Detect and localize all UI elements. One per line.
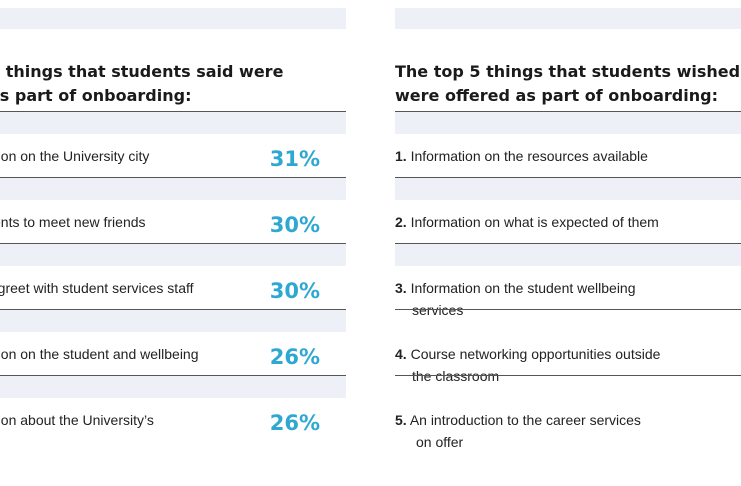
- right-item-text: 4. Course networking opportunities outsi…: [395, 343, 725, 387]
- item-number: 5.: [395, 412, 407, 428]
- item-line1: Information on the student wellbeing: [410, 280, 636, 296]
- item-line2: on offer: [416, 434, 464, 450]
- row-band: [0, 375, 346, 398]
- row-band: [395, 111, 741, 134]
- right-item-text: 5. An introduction to the career service…: [395, 409, 725, 453]
- item-line2: the classroom: [412, 368, 500, 384]
- right-heading: The top 5 things that students wished we…: [395, 60, 740, 108]
- left-item-5: ation about the University’s 26%: [0, 375, 346, 441]
- left-item-percent: 30%: [269, 213, 320, 237]
- row-band: [395, 243, 741, 266]
- right-panel: The top 5 things that students wished we…: [395, 0, 741, 486]
- row-band: [0, 177, 346, 200]
- left-heading: 5 things that students said were as part…: [0, 60, 283, 108]
- right-item-2: 2. Information on what is expected of th…: [395, 177, 741, 243]
- row-band: [0, 111, 346, 134]
- left-item-percent: 31%: [269, 147, 320, 171]
- left-item-text: ation on the student and wellbeing: [0, 346, 199, 362]
- right-item-3: 3. Information on the student wellbeing …: [395, 243, 741, 318]
- item-number: 1.: [395, 148, 407, 164]
- left-item-3: d greet with student services staff 30%: [0, 243, 346, 309]
- right-item-1: 1. Information on the resources availabl…: [395, 111, 741, 177]
- row-band: [0, 243, 346, 266]
- left-panel: 5 things that students said were as part…: [0, 0, 346, 486]
- row-separator: [395, 375, 741, 376]
- left-item-text: ation on the University city: [0, 148, 150, 164]
- right-item-text: 2. Information on what is expected of th…: [395, 211, 725, 233]
- left-item-text: ation about the University’s: [0, 412, 154, 428]
- left-item-1: ation on the University city 31%: [0, 111, 346, 177]
- left-item-text: d greet with student services staff: [0, 280, 194, 296]
- left-item-percent: 30%: [269, 279, 320, 303]
- left-heading-line1: 5 things that students said were: [0, 62, 284, 81]
- top-band: [395, 8, 741, 29]
- left-heading-line2: as part of onboarding:: [0, 86, 192, 105]
- right-item-text: 1. Information on the resources availabl…: [395, 145, 725, 167]
- item-line1: Course networking opportunities outside: [410, 346, 661, 362]
- item-number: 4.: [395, 346, 407, 362]
- row-band: [395, 177, 741, 200]
- item-line1: Information on the resources available: [410, 148, 648, 164]
- left-item-4: ation on the student and wellbeing 26%: [0, 309, 346, 375]
- right-item-4: 4. Course networking opportunities outsi…: [395, 309, 741, 384]
- left-item-2: vents to meet new friends 30%: [0, 177, 346, 243]
- item-number: 2.: [395, 214, 407, 230]
- left-item-percent: 26%: [269, 411, 320, 435]
- right-heading-line1: The top 5 things that students wished: [395, 62, 741, 81]
- item-number: 3.: [395, 280, 407, 296]
- right-item-5: 5. An introduction to the career service…: [395, 375, 741, 450]
- right-item-text: 3. Information on the student wellbeing …: [395, 277, 725, 321]
- item-line1: Information on what is expected of them: [410, 214, 659, 230]
- left-item-text: vents to meet new friends: [0, 214, 146, 230]
- right-heading-line2: were offered as part of onboarding:: [395, 86, 718, 105]
- top-band: [0, 8, 346, 29]
- row-separator: [395, 309, 741, 310]
- left-item-percent: 26%: [269, 345, 320, 369]
- item-line1: An introduction to the career services: [409, 412, 641, 428]
- item-line2: services: [412, 302, 464, 318]
- row-band: [0, 309, 346, 332]
